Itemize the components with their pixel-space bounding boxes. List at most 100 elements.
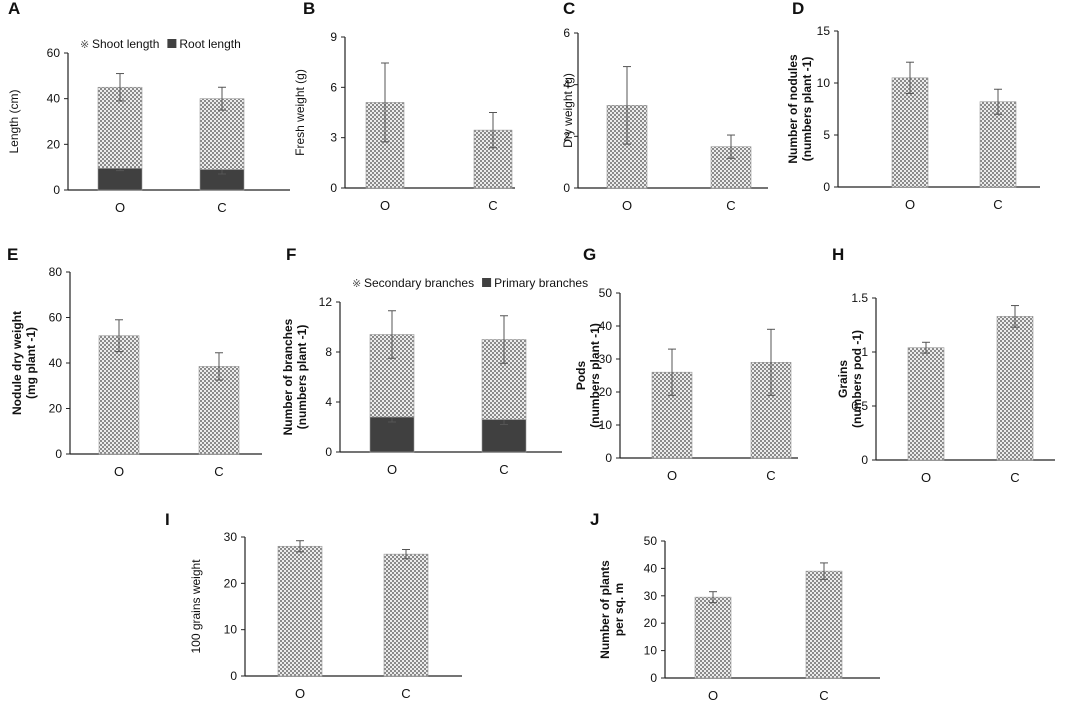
y-tick-label: 40 [49,356,63,370]
x-tick-label: O [905,197,915,212]
y-axis-title: Fresh weight (g) [293,69,307,156]
x-tick-label: O [708,688,718,701]
y-axis-title: Number of plants [598,560,612,659]
panel-label: E [7,245,18,264]
chart-panel-e: E 0 20 40 60 80 Nodule dry weight (mg plant -1)… [7,245,262,479]
x-tick-label: C [993,197,1002,212]
y-axis-title: Nodule dry weight [10,311,24,415]
bar-o-root-length [97,168,143,191]
chart-panel-f: F 0 4 8 12 Number of branches (numbers plant -… [281,245,588,477]
x-tick-label: C [401,686,410,701]
bar-c-grains [996,316,1034,461]
x-tick-label: O [921,470,931,485]
chart-panel-g: G 0 10 20 30 40 50 Pods (numbers plant -1) O C [574,245,798,483]
y-tick-label: 40 [644,561,658,575]
y-tick-label: 0 [325,445,332,459]
panel-label: C [563,0,575,18]
chart-panel-i: I 0 10 20 30 100 grains weight O C [165,510,462,701]
x-tick-label: O [380,198,390,213]
y-tick-label: 0 [563,181,570,195]
legend-label: Root length [179,37,240,51]
y-tick-label: 0 [330,181,337,195]
y-axis-title: Grains [836,360,850,398]
y-tick-label: 20 [644,616,658,630]
x-tick-label: C [766,468,775,483]
chart-panel-j: J 0 10 20 30 40 50 Number of plants per sq. m O C [590,510,880,701]
y-tick-label: 4 [563,78,570,92]
y-axis-title: Number of nodules [786,54,800,164]
y-tick-label: 20 [224,576,238,590]
legend-swatch-checker: ※ [352,278,361,290]
y-tick-label: 10 [224,623,238,637]
y-tick-label: 0 [650,671,657,685]
legend-swatch-dark [482,278,492,287]
panel-label: B [303,0,315,18]
chart-panel-a: A 0 20 40 60 Length (cm) O C ※ Shoot length Root l… [7,0,290,215]
bar-c-100-grains-weight [383,553,429,677]
y-tick-label: 30 [599,352,613,366]
y-axis-title: Length (cm) [7,89,21,153]
bar-c-number-of-nodules [979,101,1017,188]
y-tick-label: 6 [563,26,570,40]
legend-swatch-dark [167,39,177,48]
y-tick-label: 4 [325,395,332,409]
y-axis-title-line2: (numbers plant -1) [295,325,309,430]
y-tick-label: 9 [330,30,337,44]
y-tick-label: 1 [861,345,868,359]
y-tick-label: 60 [49,311,63,325]
y-tick-label: 20 [49,402,63,416]
panel-label: J [590,510,599,529]
y-tick-label: 30 [224,530,238,544]
legend-swatch-checker: ※ [80,39,89,51]
y-tick-label: 0 [823,180,830,194]
bar-o-primary-branches [369,416,415,453]
panel-label: A [8,0,20,18]
y-tick-label: 0 [230,669,237,683]
y-axis-title: Dry weight (g) [561,73,575,148]
y-axis-title: Number of branches [281,318,295,435]
y-tick-label: 50 [644,534,658,548]
y-tick-label: 6 [330,80,337,94]
y-tick-label: 10 [817,76,831,90]
chart-panel-h: H 0 0.5 1 1.5 Grains (numbers pod -1) O C [832,245,1055,485]
panel-label: G [583,245,596,264]
y-tick-label: 0 [53,183,60,197]
y-tick-label: 20 [599,385,613,399]
x-tick-label: C [214,464,223,479]
y-axis-title-line2: per sq. m [612,583,626,636]
legend-label: Primary branches [494,276,588,290]
bar-c-number-of-plants-per-sq.-m [805,570,843,679]
y-tick-label: 20 [47,137,61,151]
bar-o-number-of-nodules [891,77,929,188]
x-tick-label: O [667,468,677,483]
x-tick-label: C [1010,470,1019,485]
legend-label: Secondary branches [364,276,474,290]
y-tick-label: 15 [817,24,831,38]
bar-o-100-grains-weight [277,545,323,677]
x-tick-label: O [622,198,632,213]
y-tick-label: 10 [599,418,613,432]
y-tick-label: 80 [49,265,63,279]
x-tick-label: C [488,198,497,213]
y-tick-label: 8 [325,345,332,359]
y-axis-title-line2: (numbers pod -1) [850,330,864,428]
x-tick-label: C [499,462,508,477]
x-tick-label: O [387,462,397,477]
y-tick-label: 1.5 [851,291,868,305]
x-tick-label: C [217,200,226,215]
y-tick-label: 0 [55,447,62,461]
bar-o-grains [907,347,945,461]
y-tick-label: 10 [644,644,658,658]
y-tick-label: 3 [330,131,337,145]
x-tick-label: O [295,686,305,701]
x-tick-label: C [819,688,828,701]
y-tick-label: 40 [47,92,61,106]
y-tick-label: 50 [599,286,613,300]
y-tick-label: 40 [599,319,613,333]
chart-panel-d: D 0 5 10 15 Number of nodules (numbers plant -… [786,0,1040,212]
y-axis-title-line2: (numbers plant -1) [800,57,814,162]
x-tick-label: O [114,464,124,479]
panel-label: D [792,0,804,18]
y-tick-label: 12 [319,295,333,309]
y-axis-title-line2: (numbers plant -1) [588,323,602,428]
